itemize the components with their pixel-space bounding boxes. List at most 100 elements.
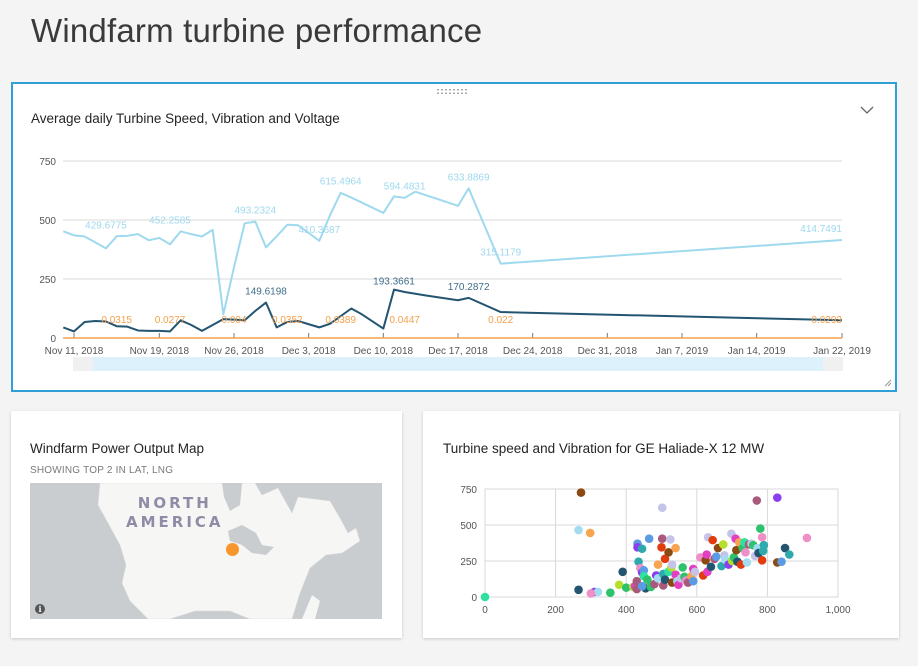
scatter-point [644, 534, 654, 543]
scatter-point [717, 561, 726, 571]
x-tick-label: 400 [618, 605, 635, 616]
voltage-data-label: 0.0293 [811, 315, 842, 326]
scatter-point [480, 592, 490, 602]
map-marker[interactable] [226, 543, 239, 556]
voltage-data-label: 0.0447 [389, 315, 420, 326]
resize-grip-icon[interactable] [883, 378, 892, 387]
scatter-point [780, 543, 790, 553]
x-tick-label: 1,000 [825, 605, 850, 616]
voltage-data-label: 0.0277 [155, 315, 186, 326]
scatter-point [664, 548, 673, 557]
scatter-point [666, 535, 675, 544]
x-tick-label: Nov 11, 2018 [45, 346, 104, 357]
x-tick-label: Dec 31, 2018 [578, 346, 638, 357]
x-tick-label: Dec 10, 2018 [354, 346, 414, 357]
scatter-title: Turbine speed and Vibration for GE Halia… [443, 441, 765, 456]
scatter-point [593, 587, 603, 597]
x-tick-label: 0 [482, 605, 488, 616]
scatter-point [756, 524, 765, 533]
y-tick-label: 500 [460, 521, 477, 532]
scatter-point [574, 525, 583, 535]
x-tick-label: Jan 7, 2019 [656, 346, 709, 357]
scatter-point [657, 503, 667, 513]
scatter-point [802, 533, 812, 543]
x-tick-label: Jan 14, 2019 [728, 346, 786, 357]
vibration-data-label: 170.2872 [448, 282, 490, 293]
voltage-data-label: 0.0315 [101, 315, 132, 326]
scatter-point [718, 540, 728, 549]
chevron-down-icon[interactable] [859, 102, 875, 118]
speed-data-label: 410.3687 [298, 225, 340, 236]
page-title: Windfarm turbine performance [31, 12, 483, 49]
scatter-point [674, 580, 683, 590]
scatter-point [784, 550, 794, 559]
scatter-point [678, 563, 687, 572]
x-tick-label: Dec 3, 2018 [282, 346, 336, 357]
scatter-point [660, 554, 670, 564]
scatter-point [585, 528, 595, 538]
speed-data-label: 429.6775 [85, 221, 127, 232]
map-region-label: NORTH AMERICA [126, 494, 224, 532]
line-chart-card[interactable]: Average daily Turbine Speed, Vibration a… [11, 82, 897, 392]
speed-data-label: 414.7491 [800, 224, 842, 235]
vibration-data-label: 149.6198 [245, 287, 287, 298]
map-label-america: AMERICA [126, 513, 224, 531]
speed-data-label: 594.4831 [384, 182, 426, 193]
info-icon[interactable]: i [35, 604, 45, 614]
x-tick-label: Nov 26, 2018 [204, 346, 264, 357]
speed-data-label: 493.2324 [234, 206, 276, 217]
y-tick-label: 0 [50, 334, 56, 345]
scatter-point [621, 583, 631, 592]
scatter-point [614, 580, 624, 590]
speed-data-label: 615.4964 [320, 177, 362, 188]
map-subtitle: SHOWING TOP 2 IN LAT, LNG [30, 465, 174, 476]
scatter-point [606, 588, 615, 597]
scatter-card[interactable]: Turbine speed and Vibration for GE Halia… [423, 411, 899, 638]
y-tick-label: 500 [39, 216, 56, 227]
scatter-point [757, 555, 767, 565]
x-tick-label: Nov 19, 2018 [130, 346, 190, 357]
scatter-chart: 0 200 400 600 800 1,000 0 250 500 750 [460, 485, 851, 616]
speed-data-label: 452.2585 [149, 215, 191, 226]
range-slider-right-handle[interactable] [823, 357, 843, 371]
map-view[interactable]: NORTH AMERICA i [30, 483, 382, 619]
vibration-data-label: 193.3661 [373, 276, 415, 287]
scatter-point [741, 548, 750, 557]
scatter-point [618, 567, 627, 577]
map-card[interactable]: Windfarm Power Output Map SHOWING TOP 2 … [11, 411, 402, 638]
scatter-point [653, 560, 663, 569]
scatter-point [637, 544, 647, 554]
scatter-point [742, 558, 752, 567]
map-label-north: NORTH [137, 494, 212, 512]
y-tick-label: 750 [39, 157, 56, 168]
scatter-point [657, 543, 666, 552]
scatter-point [752, 496, 762, 505]
y-tick-label: 250 [39, 275, 56, 286]
scatter-point [690, 567, 700, 577]
scatter-point [706, 562, 716, 572]
y-tick-label: 0 [471, 593, 477, 604]
scatter-point [708, 535, 717, 545]
scatter-point [576, 488, 586, 497]
x-tick-label: 800 [759, 605, 776, 616]
scatter-point [634, 557, 643, 567]
drag-handle-icon[interactable] [436, 88, 468, 95]
scatter-point [702, 550, 711, 559]
x-tick-label: 200 [547, 605, 564, 616]
x-tick-label: Jan 22, 2019 [813, 346, 871, 357]
y-tick-label: 750 [460, 485, 477, 496]
scatter-point [574, 585, 583, 595]
voltage-data-label: 0.0352 [272, 315, 303, 326]
x-tick-label: Dec 24, 2018 [503, 346, 563, 357]
x-tick-label: 600 [688, 605, 705, 616]
map-title: Windfarm Power Output Map [30, 441, 205, 456]
scatter-point [759, 540, 769, 550]
scatter-point [688, 576, 698, 586]
speed-data-label: 315.1179 [480, 248, 521, 259]
scatter-point [711, 552, 721, 561]
scatter-point [772, 493, 782, 502]
range-slider[interactable] [73, 357, 843, 371]
scatter-point [643, 575, 652, 585]
range-slider-left-handle[interactable] [73, 357, 93, 371]
y-tick-label: 250 [460, 557, 477, 568]
